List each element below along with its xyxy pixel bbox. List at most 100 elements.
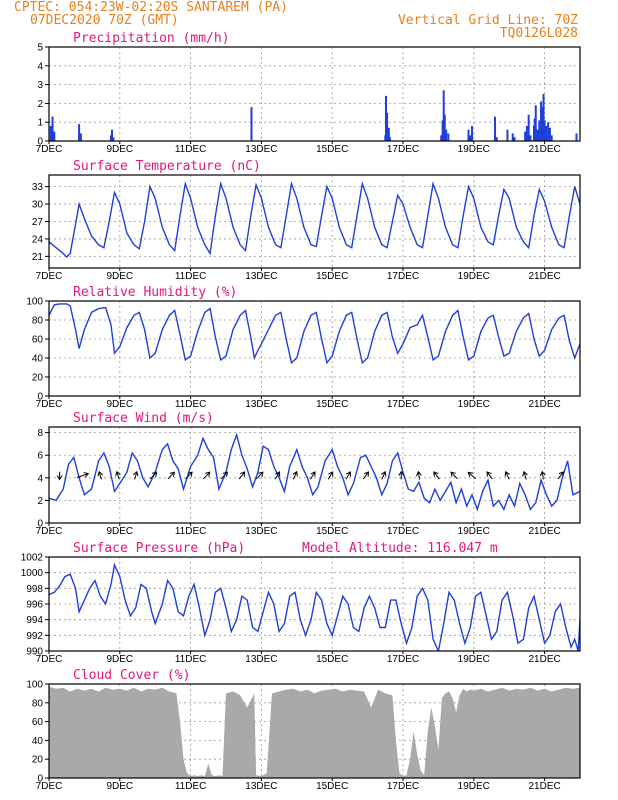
precipitation-bar [441,120,444,141]
humidity-xtick-label: 15DEC [316,399,348,410]
header-grid-note: Vertical Grid Line: 70Z [398,13,578,28]
precipitation-bar [111,129,114,141]
temperature-xtick-label: 15DEC [316,271,348,282]
precipitation-xtick-label: 15DEC [316,144,348,155]
precipitation-bar [385,95,388,141]
wind-arrow-head [97,470,104,477]
wind-arrow [362,471,369,480]
wind-frame [48,426,581,524]
wind-arrow-head [539,470,546,477]
wind-arrow-head [169,471,176,477]
pressure-xtick-label: 19DEC [458,654,490,665]
temperature-xtick-label: 13DEC [245,271,277,282]
precipitation-bar [447,133,450,141]
precipitation-bar [494,116,497,141]
precipitation-bar [388,137,391,141]
pressure-xtick-label: 21DEC [528,654,560,665]
precipitation-bar [536,129,539,141]
wind-arrow-head [398,470,405,476]
temperature-line [49,180,580,258]
precipitation-bar [387,127,390,141]
precipitation-bar [524,131,527,141]
pressure-ytick-label: 994 [26,615,43,626]
wind-arrow [433,471,440,480]
temperature-ytick-label: 33 [32,182,44,193]
temperature-ytick-label: 24 [32,234,44,245]
humidity-ytick-label: 0 [37,392,43,403]
precipitation-xtick-label: 9DEC [106,144,133,155]
wind-panel: 0 2 4 6 8 7DEC 9DEC 11DEC 13DEC 15DEC 17DEC 19DEC 21… [36,411,581,537]
precipitation-ytick-label: 3 [37,80,43,91]
temperature-ytick-label: 21 [32,252,44,263]
temperature-frame [48,174,581,269]
wind-arrow-head [187,471,193,477]
humidity-ytick-label: 80 [32,316,44,327]
pressure-xtick-label: 13DEC [245,654,277,665]
wind-arrow-head [222,471,229,477]
wind-arrow [220,471,228,480]
wind-arrow-head [363,471,370,477]
precipitation-frame [48,46,581,142]
wind-arrow-head [433,471,439,477]
wind-arrow [486,471,493,480]
cloud-cover-xtick-label: 11DEC [175,781,207,792]
humidity-line [49,303,580,365]
cloud-cover-xtick-label: 21DEC [528,781,560,792]
wind-ytick-label: 4 [37,473,43,484]
cloud-cover-frame [48,683,581,779]
wind-arrow-head [151,471,158,477]
wind-arrow-head [345,471,351,477]
wind-arrow-head [486,471,492,477]
humidity-xtick-label: 19DEC [458,399,490,410]
precipitation-bar [511,133,514,141]
wind-arrow [467,471,477,480]
wind-arrow [98,471,102,480]
pressure-ytick-label: 1000 [21,568,44,579]
wind-arrow [557,471,564,480]
wind-arrow-head [56,475,63,481]
wind-arrow [134,471,138,480]
wind-xtick-label: 9DEC [106,526,133,537]
wind-xtick-label: 21DEC [528,526,560,537]
humidity-ytick-label: 40 [32,354,44,365]
precipitation-bar [548,127,551,141]
pressure-title: Surface Pressure (hPa) [73,541,245,556]
pressure-xtick-label: 15DEC [316,654,348,665]
pressure-ytick-label: 990 [26,647,43,658]
wind-arrow [274,471,280,480]
precipitation-bar [49,125,52,141]
precipitation-bar [533,118,536,141]
precipitation-bar [471,125,474,141]
wind-arrow-head [310,471,316,477]
pressure-ytick-label: 1002 [21,553,44,564]
wind-arrow-head [416,470,422,477]
wind-arrow-head [381,470,387,477]
wind-line [49,432,580,512]
precipitation-bar [445,129,448,141]
wind-arrow-head [83,472,90,478]
precipitation-ytick-label: 5 [37,43,43,54]
cloud-cover-ytick-label: 0 [37,774,43,785]
pressure-xtick-label: 11DEC [175,654,207,665]
temperature-xtick-label: 7DEC [36,271,63,282]
precipitation-bar [469,135,472,141]
temperature-ytick-label: 30 [32,200,44,211]
temperature-title: Surface Temperature (nC) [73,159,261,174]
header-code: TQ0126L028 [500,26,578,41]
humidity-xtick-label: 21DEC [528,399,560,410]
wind-arrow [381,471,386,480]
precipitation-title: Precipitation (mm/h) [73,31,230,46]
wind-arrow-head [328,471,334,477]
precipitation-bar [545,125,548,141]
cloud-cover-ytick-label: 20 [32,755,44,766]
wind-ytick-label: 8 [37,428,43,439]
cloud-cover-area [49,686,580,778]
cloud-cover-xtick-label: 7DEC [36,781,63,792]
precipitation-bar [442,90,445,141]
wind-title: Surface Wind (m/s) [73,411,214,426]
wind-arrow [149,471,158,480]
wind-arrow-head [292,470,298,477]
precipitation-bar [112,137,115,141]
